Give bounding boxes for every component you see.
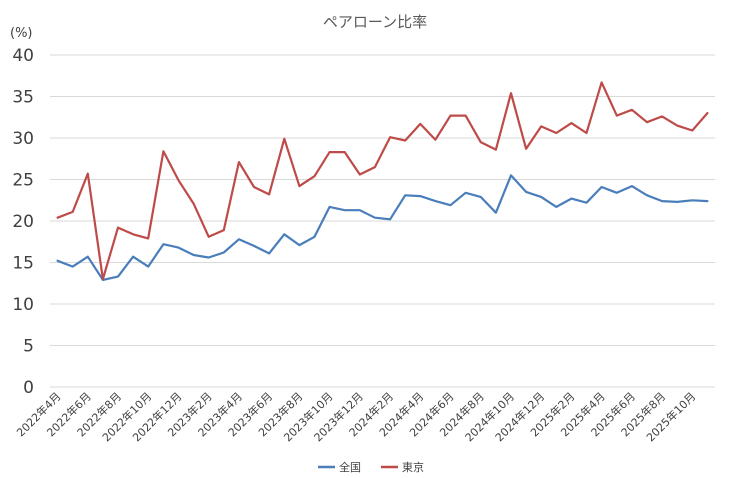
legend-label: 東京 — [402, 460, 424, 474]
y-tick-label: 15 — [12, 254, 34, 274]
x-axis-ticks: 2022年4月2022年6月2022年8月2022年10月2022年12月202… — [13, 389, 698, 444]
y-tick-label: 25 — [12, 171, 34, 191]
y-tick-label: 30 — [12, 129, 34, 149]
legend-label: 全国 — [339, 460, 361, 474]
y-tick-label: 35 — [12, 88, 34, 108]
gridlines — [50, 54, 715, 388]
legend: 全国 東京 — [318, 460, 424, 474]
y-tick-label: 5 — [23, 337, 34, 357]
chart-title: ペアローン比率 — [323, 13, 427, 31]
y-unit-label: (%) — [10, 26, 33, 41]
y-tick-label: 20 — [12, 212, 34, 232]
series-lines — [56, 81, 709, 281]
y-tick-label: 40 — [12, 46, 34, 66]
y-axis-ticks: 0 5 10 15 20 25 30 35 40 — [12, 46, 34, 398]
series-line-2 — [56, 81, 709, 281]
series-line-1 — [56, 174, 709, 281]
y-tick-label: 0 — [23, 378, 34, 398]
y-tick-label: 10 — [12, 295, 34, 315]
